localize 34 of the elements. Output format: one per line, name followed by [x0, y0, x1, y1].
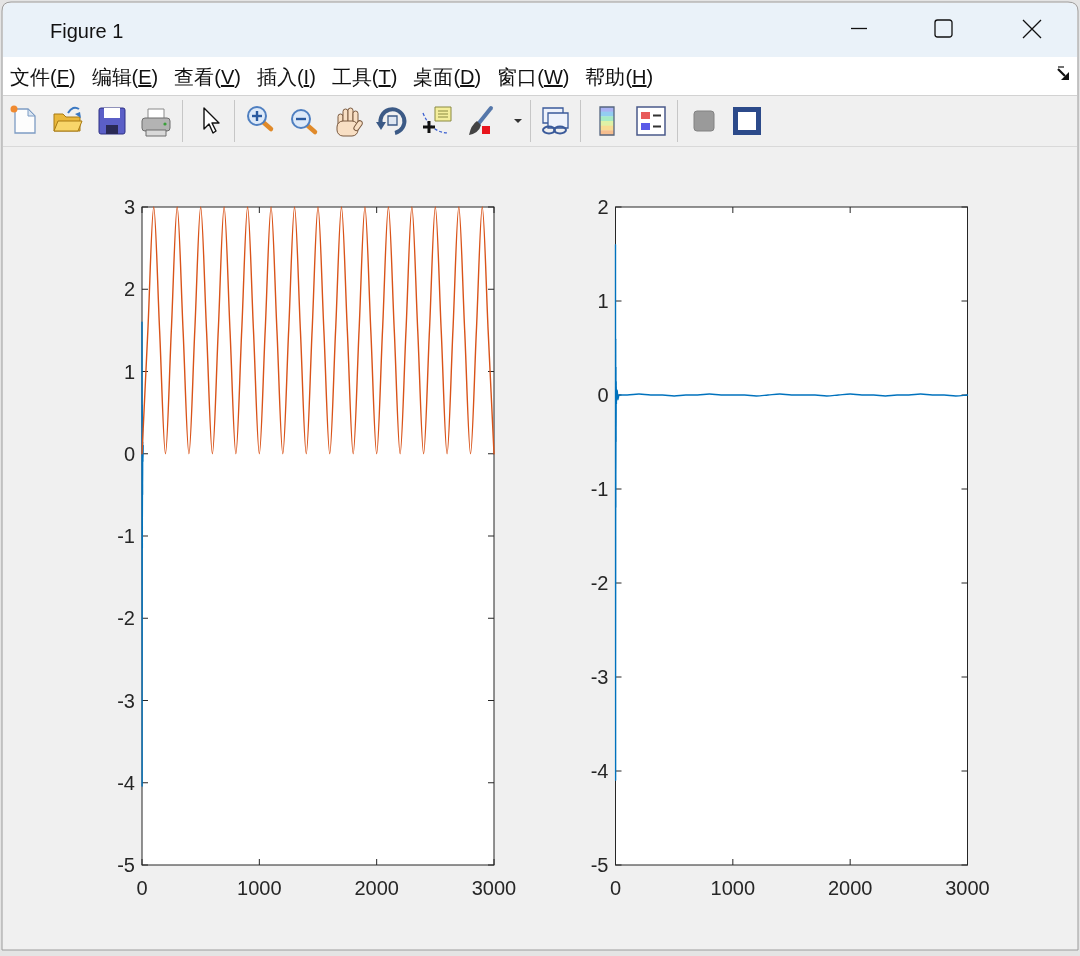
y-tick-label: -5	[117, 854, 135, 876]
line-series	[614, 243, 969, 782]
x-tick-label: 3000	[471, 877, 517, 899]
text: Figure 1	[50, 20, 124, 42]
y-tick-label: 0	[597, 384, 609, 406]
y-tick-label: -4	[590, 760, 609, 782]
text: 帮助(H)	[585, 66, 654, 88]
y-tick-label: 0	[123, 442, 135, 465]
y-tick-label: -5	[590, 854, 609, 876]
text: 查看(V)	[174, 66, 241, 88]
y-tick-label: -4	[117, 771, 135, 794]
y-tick-label: -1	[117, 525, 135, 547]
y-tick-label: -2	[117, 607, 135, 630]
x-tick-label: 3000	[945, 877, 990, 899]
text: 桌面(D)	[413, 66, 482, 88]
line-series	[141, 321, 144, 788]
y-tick-label: -2	[590, 572, 609, 594]
y-tick-label: 1	[123, 360, 135, 383]
text: 窗口(W)	[497, 66, 570, 88]
y-tick-label: -3	[117, 689, 135, 712]
y-tick-label: -1	[590, 478, 609, 500]
x-tick-label: 2000	[827, 877, 873, 899]
text: 插入(I)	[256, 66, 316, 88]
x-tick-label: 1000	[710, 877, 756, 899]
x-tick-label: 2000	[354, 877, 399, 899]
text: 文件(F)	[10, 66, 76, 88]
y-tick-label: 2	[123, 278, 135, 301]
text: 编辑(E)	[91, 66, 159, 88]
y-tick-label: 3	[123, 196, 135, 218]
y-tick-label: 2	[597, 196, 609, 218]
x-tick-label: 1000	[237, 877, 282, 899]
text: 工具(T)	[331, 66, 398, 88]
y-tick-label: 1	[597, 290, 609, 312]
y-tick-label: -3	[590, 666, 609, 688]
